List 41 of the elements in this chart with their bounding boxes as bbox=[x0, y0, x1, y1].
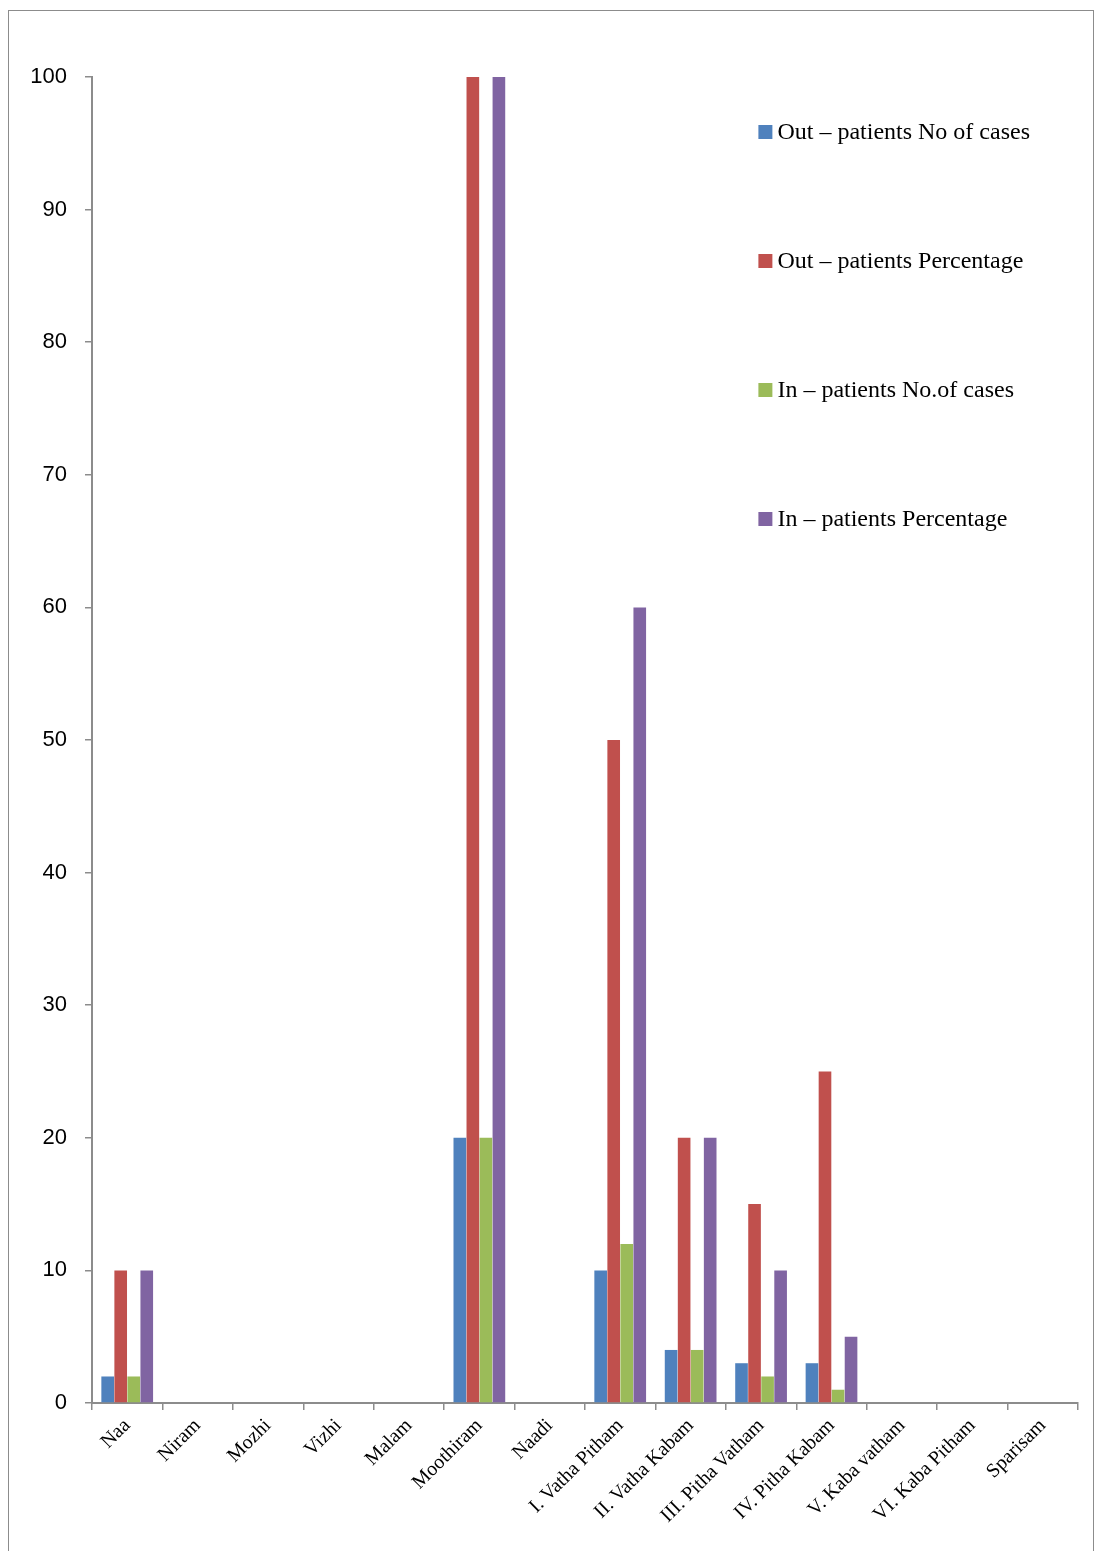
bar bbox=[774, 1270, 787, 1403]
legend-label: Out – patients Percentage bbox=[777, 247, 1024, 274]
y-tick-label: 0 bbox=[54, 1389, 67, 1415]
bar bbox=[664, 1349, 678, 1403]
bar bbox=[805, 1363, 819, 1403]
bar bbox=[703, 1137, 717, 1403]
y-tick-label: 50 bbox=[42, 726, 67, 752]
y-tick-label: 70 bbox=[42, 460, 67, 486]
y-tick-label: 30 bbox=[42, 991, 67, 1017]
x-tick-label: Naa bbox=[95, 1413, 134, 1452]
bar bbox=[140, 1270, 154, 1403]
bar bbox=[735, 1363, 748, 1403]
bar bbox=[633, 607, 647, 1403]
bar bbox=[466, 77, 480, 1403]
bar bbox=[690, 1349, 704, 1403]
bar bbox=[677, 1137, 691, 1403]
bar bbox=[479, 1137, 493, 1403]
y-tick-label: 20 bbox=[42, 1123, 67, 1149]
legend-label: In – patients No.of cases bbox=[777, 376, 1014, 403]
bar bbox=[594, 1270, 607, 1403]
bar bbox=[620, 1243, 634, 1403]
bar bbox=[127, 1376, 141, 1403]
bar bbox=[831, 1389, 845, 1403]
legend-label: Out – patients No of cases bbox=[777, 118, 1030, 145]
y-tick-label: 10 bbox=[42, 1256, 67, 1282]
bar bbox=[818, 1071, 832, 1403]
bar bbox=[114, 1270, 128, 1403]
x-tick-label: Vizhi bbox=[298, 1413, 346, 1460]
y-tick-label: 60 bbox=[42, 593, 67, 619]
y-tick-label: 40 bbox=[42, 858, 67, 884]
bar bbox=[748, 1204, 761, 1403]
bar bbox=[844, 1336, 858, 1403]
bar bbox=[101, 1376, 114, 1403]
y-tick-label: 100 bbox=[30, 63, 67, 89]
bar bbox=[607, 740, 621, 1403]
legend-label: In – patients Percentage bbox=[777, 505, 1008, 532]
bar bbox=[492, 77, 506, 1403]
bar bbox=[453, 1137, 467, 1403]
bar bbox=[761, 1376, 774, 1403]
y-tick-label: 80 bbox=[42, 328, 67, 354]
y-tick-label: 90 bbox=[42, 195, 67, 221]
